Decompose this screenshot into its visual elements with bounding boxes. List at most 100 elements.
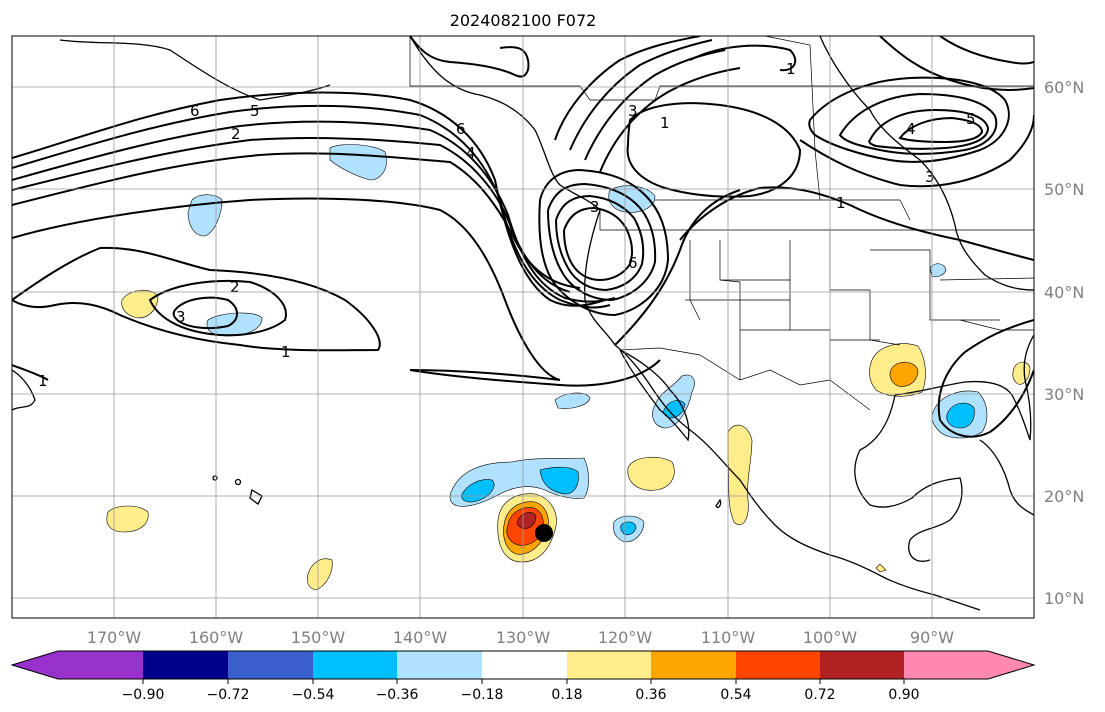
contour-northern-arc-c xyxy=(584,49,726,161)
pos-anomaly-region-ocean-east xyxy=(627,456,675,491)
longitude-tick-label: 140°W xyxy=(393,628,448,647)
graticule xyxy=(12,36,1034,618)
colorbar-tick-label: −0.18 xyxy=(461,687,504,703)
contour-labels: 6 5 2 6 4 3 1 1 5 4 3 1 2 3 1 6 3 1 xyxy=(38,60,976,390)
colorbar-bin xyxy=(482,651,567,679)
longitude-axis: 170°W 160°W 150°W 140°W 130°W 120°W 110°… xyxy=(87,628,954,647)
contour-west-big xyxy=(12,197,561,381)
contour-label: 2 xyxy=(231,125,241,143)
colorbar-tick-label: 0.72 xyxy=(804,687,835,703)
neg-anomaly-region-gulf-alaska xyxy=(329,144,387,181)
neg-anomaly-core-small-east xyxy=(620,521,637,536)
pos-anomaly-region-south xyxy=(306,558,333,591)
contour-gulf-low xyxy=(937,319,1034,438)
pos-anomaly-dot-mexico xyxy=(875,563,887,573)
contour-label: 1 xyxy=(786,60,796,78)
colorbar-bin xyxy=(820,651,904,679)
map-frame xyxy=(11,35,1035,619)
contour-label: 6 xyxy=(190,102,200,120)
colorbar-tick-label: −0.36 xyxy=(376,687,419,703)
contour-label: 3 xyxy=(628,102,638,120)
colorbar-over-arrow xyxy=(988,651,1034,679)
contour-label: 6 xyxy=(456,120,466,138)
storm-center-marker xyxy=(535,524,553,542)
longitude-tick-label: 90°W xyxy=(910,628,954,647)
pos-anomaly-core-cyclone xyxy=(516,512,537,529)
contour-east-north-b xyxy=(939,36,1034,65)
contour-5-west xyxy=(12,104,611,309)
contour-2-west-b xyxy=(12,152,581,289)
contour-label: 5 xyxy=(966,110,976,128)
contour-label: 1 xyxy=(281,343,291,361)
latitude-axis: 60°N 50°N 40°N 30°N 20°N 10°N xyxy=(1044,78,1084,608)
colorbar-bin xyxy=(228,651,313,679)
contour-label: 3 xyxy=(925,168,935,186)
contour-east-north-a xyxy=(879,36,1034,91)
latitude-tick-label: 50°N xyxy=(1044,180,1084,199)
contour-east-outer xyxy=(799,114,1034,188)
colorbar-bin xyxy=(904,651,988,679)
contour-label: 1 xyxy=(660,114,670,132)
neg-anomaly-core-gulf xyxy=(946,402,975,429)
colorbar-tick-label: 0.54 xyxy=(720,687,751,703)
colorbar-tick-label: −0.90 xyxy=(122,687,165,703)
longitude-tick-label: 160°W xyxy=(189,628,244,647)
colorbar-outline xyxy=(10,650,1036,680)
contour-ridge-pnw-d xyxy=(563,206,634,282)
contour-east-low-a xyxy=(808,76,1010,163)
pos-anomaly-region-florida xyxy=(1012,361,1031,385)
contour-label: 2 xyxy=(230,278,240,296)
contour-label: 3 xyxy=(590,198,600,216)
contour-ridge-1 xyxy=(409,36,530,78)
contour-east-low-c xyxy=(868,108,990,150)
latitude-tick-label: 30°N xyxy=(1044,385,1084,404)
contour-label: 6 xyxy=(628,254,638,272)
contour-northern-arc-e xyxy=(689,44,797,72)
longitude-tick-label: 170°W xyxy=(87,628,142,647)
contour-east-low-b xyxy=(838,92,998,155)
colorbar-under-arrow xyxy=(12,651,58,679)
contour-6-west xyxy=(12,91,606,307)
colorbar-bin xyxy=(651,651,736,679)
contour-label: 3 xyxy=(176,308,186,326)
colorbar-bin xyxy=(58,651,143,679)
contour-1-southern-tail xyxy=(409,359,661,387)
neg-anomaly-region-midwest xyxy=(929,263,947,278)
contour-northern-arc-d xyxy=(599,67,741,173)
contour-label: 5 xyxy=(250,102,260,120)
latitude-tick-label: 10°N xyxy=(1044,589,1084,608)
longitude-tick-label: 130°W xyxy=(496,628,551,647)
colorbar-bin xyxy=(567,651,651,679)
colorbar-tick-label: −0.72 xyxy=(207,687,250,703)
contour-1-south xyxy=(614,189,741,346)
contour-ridge-pnw-a xyxy=(538,168,670,317)
neg-anomaly-region-west-pacific xyxy=(187,194,223,237)
longitude-tick-label: 120°W xyxy=(598,628,653,647)
latitude-tick-label: 60°N xyxy=(1044,78,1084,97)
colorbar-bin xyxy=(736,651,820,679)
map-panel: 6 5 2 6 4 3 1 1 5 4 3 1 2 3 1 6 3 1 xyxy=(12,36,1034,618)
contour-ridge-pnw-b xyxy=(547,182,657,302)
contour-label: 4 xyxy=(466,144,476,162)
pos-anomaly-region-west xyxy=(121,289,159,319)
longitude-tick-label: 110°W xyxy=(701,628,756,647)
contour-label: 1 xyxy=(38,372,48,390)
contour-label: 1 xyxy=(836,194,846,212)
colorbar-bin xyxy=(143,651,228,679)
pos-anomaly-core-texas xyxy=(889,361,919,387)
colorbar-tick-label: 0.90 xyxy=(888,687,919,703)
anomaly-fills xyxy=(106,144,1031,591)
colorbar-tick-label: 0.36 xyxy=(635,687,666,703)
contour-3-west xyxy=(172,296,238,330)
colorbar-bin xyxy=(397,651,482,679)
political-borders xyxy=(409,36,1034,411)
latitude-tick-label: 20°N xyxy=(1044,487,1084,506)
colorbar-tick-label: −0.54 xyxy=(292,687,335,703)
latitude-tick-label: 40°N xyxy=(1044,283,1084,302)
coastlines xyxy=(12,36,1034,611)
contour-2-west xyxy=(148,279,287,337)
height-contours xyxy=(12,36,1034,438)
contour-1-sw-corner xyxy=(12,364,49,381)
colorbar-tick-label: 0.18 xyxy=(551,687,582,703)
